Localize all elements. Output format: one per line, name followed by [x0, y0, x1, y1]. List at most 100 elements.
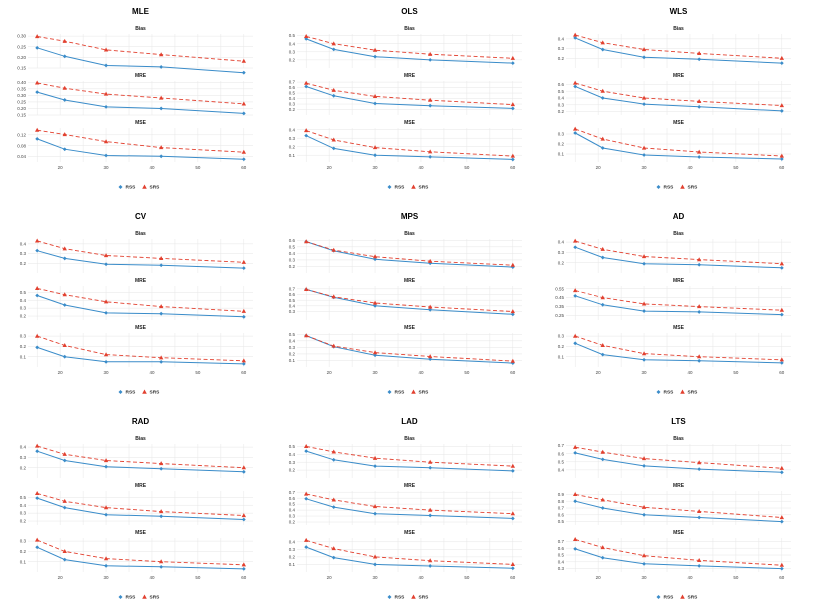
y-tick-label: 0.3 [289, 309, 296, 314]
data-point-rss [241, 469, 246, 474]
data-point-rss [642, 561, 646, 566]
data-point-srs [158, 52, 164, 57]
data-point-rss [779, 265, 784, 270]
subplot-title: MSE [673, 120, 685, 126]
x-tick-label: 20 [327, 575, 333, 580]
data-point-rss [697, 563, 702, 568]
legend-marker-srs [142, 184, 147, 189]
series-line-srs [575, 128, 782, 157]
data-point-rss [779, 566, 784, 571]
subplot-title: MSE [404, 530, 416, 536]
y-tick-label: 0.3 [289, 49, 296, 54]
subplot-title: MRE [404, 483, 416, 489]
y-tick-label: 0.2 [289, 352, 296, 357]
x-tick-label: 20 [58, 370, 64, 375]
legend-marker-srs [142, 594, 147, 599]
y-tick-label: 0.4 [289, 452, 296, 457]
subplot-title: Bias [135, 436, 146, 442]
y-tick-label: 0.6 [558, 546, 565, 551]
series-line-srs [37, 287, 244, 312]
data-point-rss [373, 562, 377, 567]
data-point-srs [696, 460, 702, 465]
panel-lts: LTSBias0.40.50.60.7MRE0.50.60.70.80.9MSE… [558, 417, 791, 601]
y-tick-label: 0.4 [289, 338, 296, 343]
data-point-rss [573, 293, 578, 298]
legend-label-srs: SRS [688, 390, 699, 396]
legend-label-srs: SRS [419, 185, 430, 191]
series-line-srs [575, 290, 782, 311]
subplot-mre: MRE 0.30.40.50.60.7 [289, 278, 522, 320]
subplot-title: Bias [135, 231, 146, 237]
subplot-mse: MSE 0.1 0.2 0.3 [558, 325, 791, 367]
data-point-rss [510, 566, 515, 571]
series-line-rss [306, 38, 513, 64]
series-line-rss [37, 295, 244, 318]
data-point-rss [428, 465, 433, 470]
y-tick-label: 0.55 [555, 286, 564, 291]
data-point-srs [696, 304, 702, 309]
data-point-srs [572, 536, 578, 541]
data-point-rss [159, 564, 164, 569]
y-tick-label: 0.4 [289, 303, 296, 308]
y-tick-label: 0.3 [558, 46, 565, 51]
series-line-rss [575, 452, 782, 473]
subplot-title: Bias [135, 26, 146, 32]
y-tick-label: 0.4 [289, 127, 296, 132]
data-point-srs [34, 285, 40, 290]
data-point-srs [600, 88, 605, 93]
data-point-srs [641, 553, 647, 558]
data-point-srs [600, 497, 605, 502]
data-point-srs [303, 80, 309, 85]
subplot-title: MRE [673, 73, 685, 79]
y-tick-label: 0.40 [17, 80, 26, 85]
y-tick-label: 0.2 [558, 260, 565, 265]
data-point-srs [427, 51, 433, 56]
data-point-srs [303, 128, 309, 133]
series-line-srs [575, 82, 782, 106]
data-point-srs [103, 458, 109, 463]
data-point-srs [62, 292, 67, 297]
data-point-srs [510, 511, 516, 516]
series-line-srs [575, 446, 782, 469]
y-tick-label: 0.4 [558, 468, 565, 473]
data-point-srs [572, 80, 578, 85]
series-line-rss [306, 86, 513, 109]
data-point-rss [373, 353, 377, 358]
x-tick-label: 50 [464, 575, 470, 580]
series-line-srs [575, 493, 782, 518]
y-tick-label: 0.20 [17, 55, 26, 60]
data-point-srs [572, 32, 578, 37]
data-point-rss [35, 449, 40, 454]
y-tick-label: 0.6 [289, 238, 296, 243]
data-point-srs [158, 304, 164, 309]
data-point-rss [35, 293, 40, 298]
data-point-srs [427, 258, 433, 263]
data-point-srs [510, 309, 516, 314]
x-tick-label: 60 [779, 575, 785, 580]
data-point-rss [62, 54, 67, 59]
data-point-srs [34, 537, 40, 542]
subplot-title: MRE [135, 278, 147, 284]
data-point-srs [572, 333, 578, 338]
data-point-srs [510, 262, 516, 267]
x-tick-label: 40 [687, 165, 693, 170]
x-tick-label: 30 [373, 165, 379, 170]
series-line-srs [306, 539, 513, 565]
data-point-rss [62, 98, 67, 102]
series-line-rss [305, 135, 513, 160]
data-point-rss [373, 303, 377, 308]
series-line-srs [575, 240, 782, 265]
data-point-srs [696, 51, 702, 56]
data-point-rss [373, 511, 377, 516]
data-point-srs [696, 354, 702, 359]
legend-label-rss: RSS [126, 595, 137, 601]
legend-label-rss: RSS [395, 595, 406, 601]
panel-rad: RAD Bias 0.2 0.3 0.4 MRE 0.2 0.3 0.4 0.5 MSE 0.1 0.2… [20, 417, 253, 601]
subplot-title: MSE [404, 120, 416, 126]
series-line-rss [37, 138, 244, 160]
subplot-mre: MRE 0.2 0.30.4 0.5 0.6 [558, 73, 791, 115]
x-tick-label: 20 [58, 165, 64, 170]
y-tick-label: 0.2 [289, 520, 296, 525]
x-tick-label: 50 [733, 575, 739, 580]
